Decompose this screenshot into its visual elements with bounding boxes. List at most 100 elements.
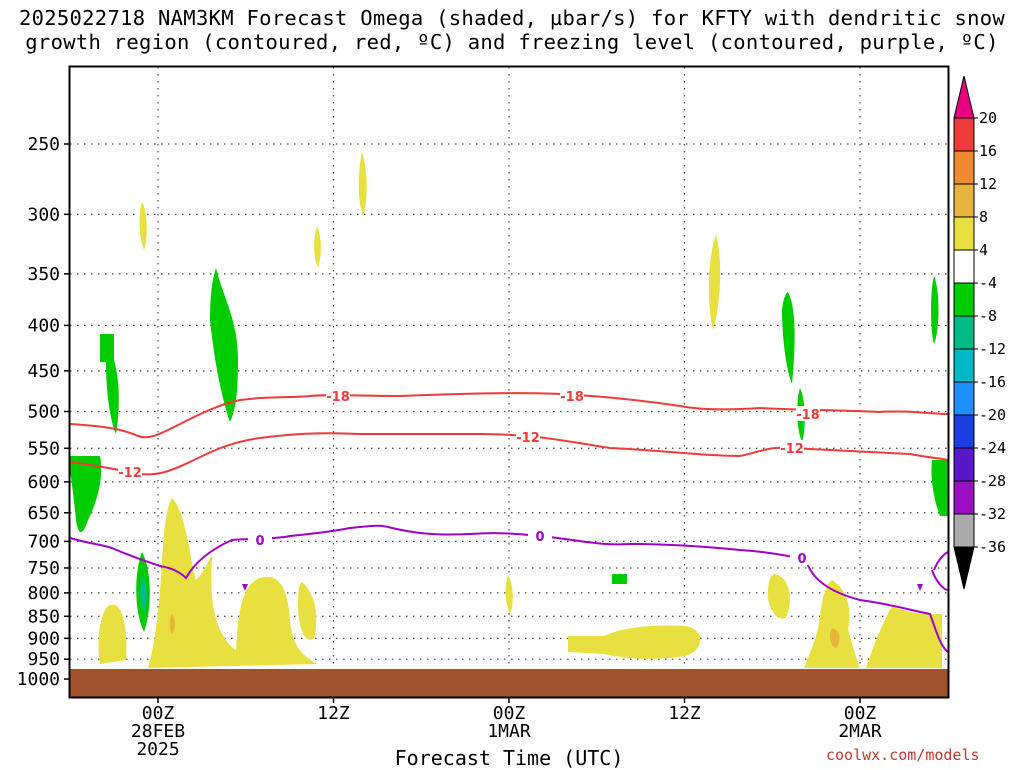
y-tick-label: 900 — [27, 628, 60, 649]
omega-yellow-region — [505, 575, 513, 614]
omega-yellow-region — [866, 606, 942, 668]
omega-green-region — [210, 268, 238, 422]
omega-green-region — [782, 292, 795, 384]
omega-yellow-region — [98, 604, 127, 664]
x-tick-label: 12Z — [668, 703, 701, 724]
omega-orange-core — [169, 614, 175, 634]
colorbar-overflow-top — [953, 75, 975, 119]
colorbar-bin — [953, 249, 975, 284]
x-tick-label: 12Z — [317, 703, 350, 724]
colorbar-bin — [953, 117, 975, 152]
contour-label: -18 — [560, 390, 584, 405]
colorbar-bin — [953, 447, 975, 482]
omega-colorbar: 20 16 12 8 4 -4 -8 -12 -16 -20 -24 -28 -32 -36 — [953, 75, 1006, 590]
omega-yellow-region — [298, 582, 317, 640]
colorbar-label: -8 — [979, 307, 997, 325]
colorbar-label: 16 — [979, 142, 997, 160]
colorbar-label: 8 — [979, 208, 988, 226]
colorbar-bin — [953, 513, 975, 548]
colorbar-bin — [953, 183, 975, 218]
y-tick-label: 300 — [27, 204, 60, 225]
contour-label-bg — [790, 550, 814, 565]
colorbar-label: 20 — [979, 109, 997, 127]
colorbar-bin — [953, 348, 975, 383]
contour-label-bg — [560, 388, 584, 403]
omega-green-region — [931, 276, 939, 344]
contour-label-bg — [780, 440, 804, 455]
contour-0c — [931, 569, 949, 591]
colorbar-overflow-bottom — [953, 546, 975, 590]
omega-yellow-region — [358, 152, 367, 216]
colorbar-label: -28 — [979, 472, 1006, 490]
chart-title: 2025022718 NAM3KM Forecast Omega (shaded… — [0, 6, 1024, 54]
omega-yellow-region — [767, 574, 790, 619]
y-tick-label: 700 — [27, 531, 60, 552]
colorbar-bin — [953, 150, 975, 185]
omega-yellow-region — [314, 226, 321, 268]
contour-label: 0 — [535, 530, 544, 545]
omega-green-region — [70, 456, 102, 533]
y-tick-label: 800 — [27, 583, 60, 604]
y-tick-label: 600 — [27, 472, 60, 493]
x-tick-label: 2MAR — [838, 721, 882, 742]
colorbar-label: -20 — [979, 406, 1006, 424]
contour-label: -12 — [516, 431, 540, 446]
y-axis-pressure: 2503003504004505005506006507007508008509… — [17, 134, 70, 690]
omega-green-region — [931, 460, 948, 516]
omega-green-region — [100, 334, 119, 434]
contour-minus12 — [69, 432, 949, 476]
contour-label: -12 — [780, 442, 804, 457]
omega-orange-core — [829, 628, 840, 648]
x-tick-label: 2025 — [136, 739, 179, 760]
omega-yellow-region — [568, 625, 701, 659]
contour-label-bg — [528, 528, 552, 543]
contour-label-bg — [796, 406, 820, 421]
omega-shading — [70, 152, 948, 668]
colorbar-label: 4 — [979, 241, 988, 259]
contour-label: 0 — [797, 552, 806, 567]
colorbar-label: -32 — [979, 505, 1006, 523]
colorbar-label: -4 — [979, 274, 997, 292]
title-line-1: 2025022718 NAM3KM Forecast Omega (shaded… — [18, 6, 1006, 30]
omega-teal-core — [140, 576, 147, 612]
contour-label-bg — [326, 388, 350, 403]
colorbar-bin — [953, 480, 975, 515]
y-tick-label: 950 — [27, 649, 60, 670]
x-axis-label: Forecast Time (UTC) — [394, 746, 624, 770]
contour-marker — [917, 584, 923, 591]
x-tick-label: 00Z — [493, 703, 526, 724]
omega-green-region — [612, 574, 627, 584]
y-tick-label: 450 — [27, 361, 60, 382]
contour-label: 0 — [255, 534, 264, 549]
contour-label: -18 — [796, 408, 820, 423]
y-tick-label: 500 — [27, 402, 60, 423]
x-tick-label: 00Z — [844, 703, 877, 724]
contour-label-bg — [248, 532, 272, 547]
y-tick-label: 350 — [27, 264, 60, 285]
title-line-2: growth region (contoured, red, ºC) and f… — [25, 30, 999, 54]
y-tick-label: 550 — [27, 438, 60, 459]
colorbar-label: -16 — [979, 373, 1006, 391]
colorbar-bin — [953, 414, 975, 449]
colorbar-bin — [953, 315, 975, 350]
contour-label-bg — [118, 464, 142, 479]
contour-label-bg — [516, 429, 540, 444]
contour-0c — [69, 524, 949, 653]
contour-label: -18 — [326, 390, 350, 405]
contour-marker — [242, 584, 248, 591]
colorbar-bin — [953, 381, 975, 416]
x-tick-label: 00Z — [142, 703, 175, 724]
credit-text: coolwx.com/models — [826, 746, 980, 764]
colorbar-label: -12 — [979, 340, 1006, 358]
omega-yellow-region — [708, 234, 721, 330]
x-tick-label: 1MAR — [487, 721, 531, 742]
omega-yellow-region — [148, 498, 318, 668]
omega-yellow-region — [804, 580, 860, 668]
colorbar-bin — [953, 216, 975, 251]
contour-0c — [933, 551, 949, 571]
surface-terrain — [70, 669, 948, 697]
y-tick-label: 400 — [27, 315, 60, 336]
y-tick-label: 850 — [27, 606, 60, 627]
